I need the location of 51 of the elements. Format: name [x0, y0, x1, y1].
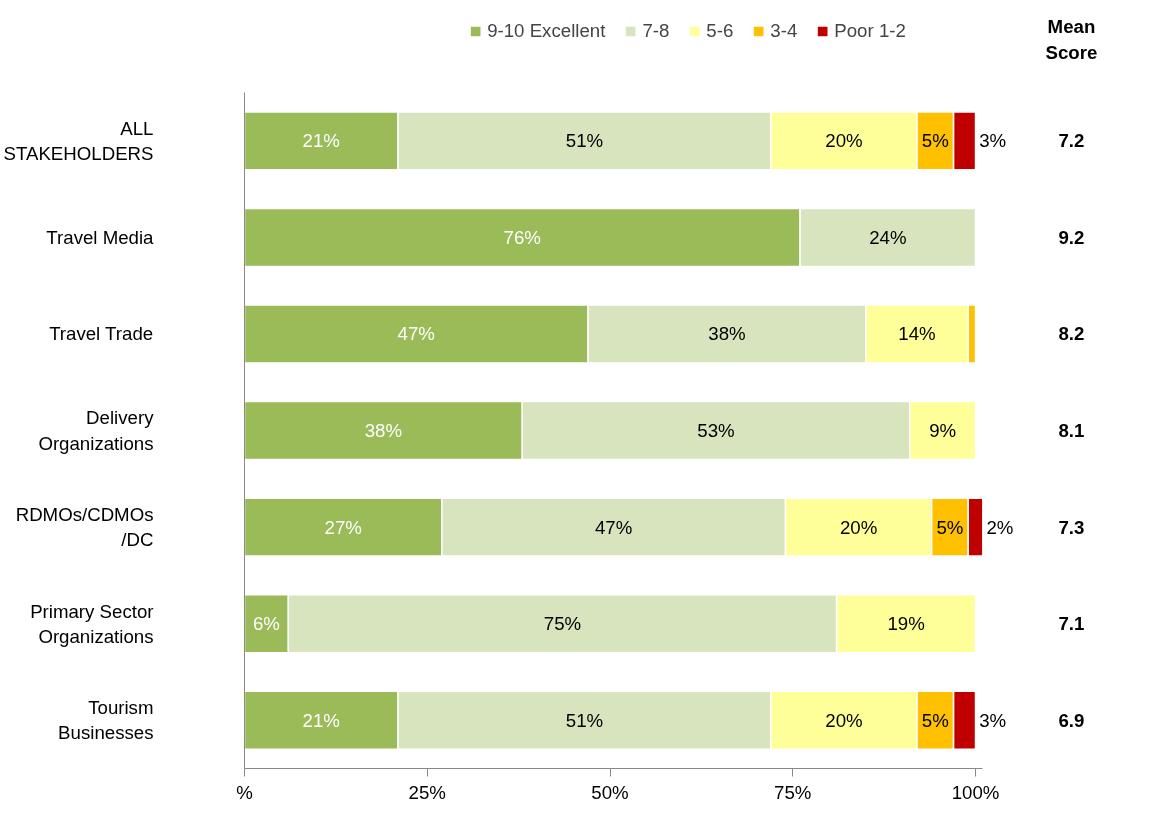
text: 7.2 — [1058, 130, 1085, 152]
y-tick-label: ALL STAKEHOLDERS — [3, 117, 154, 164]
data-label: 6% — [252, 613, 280, 635]
legend-label: Poor 1-2 — [834, 20, 906, 42]
data-label: 21% — [302, 709, 340, 731]
y-tick-label: Travel Media — [46, 226, 155, 248]
data-label: 9% — [929, 420, 957, 442]
data-label: 38% — [364, 420, 403, 442]
data-label: 47% — [397, 323, 435, 345]
x-tick-label: 25% — [408, 781, 446, 803]
legend-label: 7-8 — [642, 20, 670, 42]
text: 6.9 — [1058, 709, 1085, 731]
text: 9.2 — [1058, 226, 1085, 248]
data-label: 3% — [979, 130, 1007, 152]
data-label: 20% — [825, 709, 863, 731]
data-label: 51% — [565, 130, 604, 152]
x-tick-label: % — [236, 781, 253, 803]
legend-label: 9-10 Excellent — [487, 20, 606, 42]
legend-label: 5-6 — [706, 20, 734, 42]
data-label: 38% — [708, 323, 746, 345]
data-label: 75% — [543, 613, 582, 635]
x-tick-label: 100% — [951, 781, 1000, 803]
data-label: 24% — [869, 226, 907, 248]
data-label: 51% — [565, 709, 604, 731]
data-label: 3% — [979, 709, 1007, 731]
text: 7.3 — [1058, 516, 1085, 538]
data-label: 53% — [697, 420, 735, 442]
y-tick-label: Primary Sector Organizations — [30, 600, 154, 647]
x-tick-label: 75% — [774, 781, 812, 803]
text: 8.2 — [1058, 323, 1085, 345]
data-label: 5% — [921, 130, 949, 152]
y-tick-label: Travel Trade — [49, 323, 154, 345]
y-tick-label: Tourism Businesses — [58, 697, 154, 744]
data-label: 5% — [921, 709, 949, 731]
data-label: 20% — [839, 516, 878, 538]
text: 8.1 — [1058, 420, 1085, 442]
data-label: 2% — [986, 516, 1014, 538]
data-label: 5% — [936, 516, 964, 538]
x-tick-label: 50% — [591, 781, 629, 803]
data-label: 76% — [503, 226, 541, 248]
data-label: 27% — [324, 516, 362, 538]
data-label: 14% — [898, 323, 936, 345]
text: 7.1 — [1058, 613, 1085, 635]
y-tick-label: RDMOs/CDMOs /DC — [15, 504, 154, 551]
data-label: 21% — [302, 130, 340, 152]
data-label: 47% — [595, 516, 633, 538]
data-label: 20% — [825, 130, 863, 152]
text: Mean Score — [1045, 16, 1098, 63]
y-tick-label: Delivery Organizations — [38, 407, 155, 454]
data-label: 19% — [887, 613, 925, 635]
legend-label: 3-4 — [770, 20, 798, 42]
